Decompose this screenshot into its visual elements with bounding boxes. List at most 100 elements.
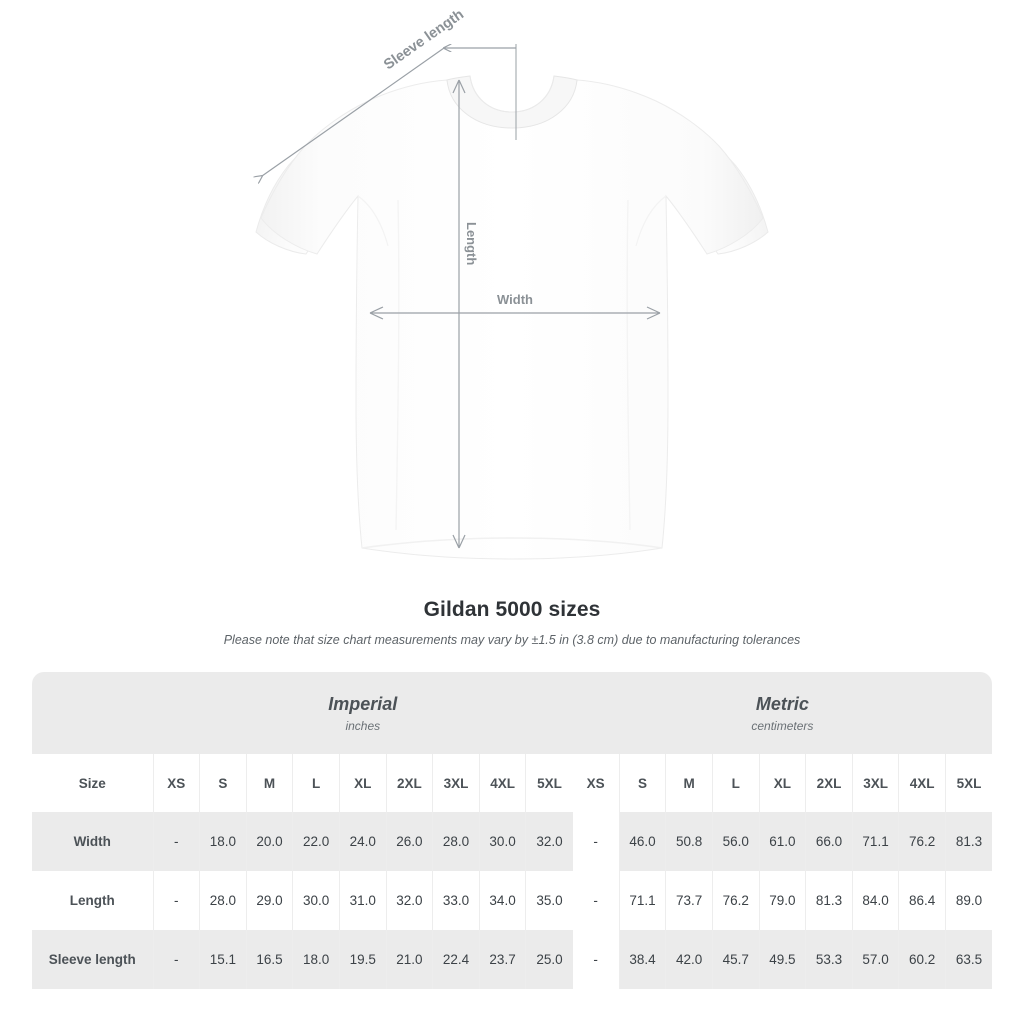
cell-sleeve-length-imperial-m: 16.5 [245, 930, 293, 989]
cell-width-metric-l: 56.0 [711, 812, 760, 871]
cell-width-metric-m: 50.8 [665, 812, 713, 871]
tshirt-measurement-diagram: Sleeve length Length Width [0, 7, 769, 560]
size-header-row: Size XS S M L XL 2XL 3XL 4XL 5XL XS S M L XL 2XL 3XL 4XL… [32, 754, 993, 812]
row-label-length: Length [32, 871, 153, 930]
size-header-metric-5xl: 5XL [944, 754, 993, 812]
unit-group-imperial: Imperial inches [153, 672, 573, 754]
table-head: Imperial inches Metric centimeters Size … [32, 672, 993, 812]
size-header-metric-3xl: 3XL [851, 754, 899, 812]
size-header-metric-4xl: 4XL [898, 754, 946, 812]
unit-group-metric: Metric centimeters [572, 672, 993, 754]
size-chart-table: Imperial inches Metric centimeters Size … [32, 672, 993, 989]
cell-length-metric-l: 76.2 [711, 871, 760, 930]
cell-width-metric-s: 46.0 [618, 812, 666, 871]
unit-group-row: Imperial inches Metric centimeters [32, 672, 993, 754]
cell-sleeve-length-metric-xs: - [572, 930, 620, 989]
sleeve-length-label: Sleeve length [381, 7, 467, 74]
cell-width-imperial-xs: - [152, 812, 200, 871]
unit-group-imperial-name: Imperial [328, 694, 398, 715]
size-header-imperial-3xl: 3XL [432, 754, 480, 812]
cell-sleeve-length-imperial-xl: 19.5 [338, 930, 387, 989]
sleeve-diagonal [262, 47, 445, 176]
cell-length-imperial-s: 28.0 [199, 871, 247, 930]
cell-sleeve-length-metric-m: 42.0 [665, 930, 713, 989]
cell-width-imperial-4xl: 30.0 [478, 812, 526, 871]
size-header-metric-xl: XL [758, 754, 806, 812]
cell-length-metric-m: 73.7 [665, 871, 713, 930]
cell-length-imperial-xl: 31.0 [338, 871, 387, 930]
size-header-metric-2xl: 2XL [805, 754, 853, 812]
size-header-imperial-2xl: 2XL [385, 754, 433, 812]
cell-length-imperial-l: 30.0 [292, 871, 340, 930]
cell-width-metric-4xl: 76.2 [898, 812, 946, 871]
page-title: Gildan 5000 sizes [423, 598, 601, 621]
cell-sleeve-length-imperial-4xl: 23.7 [478, 930, 526, 989]
cell-width-imperial-s: 18.0 [199, 812, 247, 871]
size-header-metric-xs: XS [572, 754, 620, 812]
cell-length-imperial-m: 29.0 [245, 871, 293, 930]
tolerance-note: Please note that size chart measurements… [223, 633, 801, 647]
size-header-imperial-4xl: 4XL [478, 754, 526, 812]
size-header-imperial-xs: XS [152, 754, 200, 812]
row-label-width: Width [32, 812, 153, 871]
table-row: Sleeve length -15.1 16.5 18.0 19.5 21.0 22.4 23… [32, 930, 993, 989]
cell-sleeve-length-imperial-s: 15.1 [199, 930, 247, 989]
unit-group-metric-sub: centimeters [751, 718, 814, 733]
cell-width-metric-2xl: 66.0 [805, 812, 853, 871]
cell-sleeve-length-imperial-2xl: 21.0 [385, 930, 433, 989]
cell-sleeve-length-imperial-l: 18.0 [292, 930, 340, 989]
cell-sleeve-length-imperial-5xl: 25.0 [525, 930, 573, 989]
size-header-imperial-xl: XL [338, 754, 387, 812]
cell-length-metric-xs: - [572, 871, 620, 930]
cell-width-imperial-5xl: 32.0 [525, 812, 573, 871]
table-row: Length -28.0 29.0 30.0 31.0 32.0 33.0 34.0 35.0-… [32, 871, 993, 930]
cell-width-metric-5xl: 81.3 [944, 812, 993, 871]
size-header-imperial-l: L [292, 754, 340, 812]
row-label-sleeve-length: Sleeve length [32, 930, 153, 989]
size-header-metric-m: M [665, 754, 713, 812]
cell-length-metric-2xl: 81.3 [805, 871, 853, 930]
cell-length-imperial-5xl: 35.0 [525, 871, 573, 930]
unit-group-imperial-sub: inches [345, 718, 381, 733]
cell-sleeve-length-metric-4xl: 60.2 [898, 930, 946, 989]
width-arrow-right [646, 306, 661, 320]
cell-length-imperial-4xl: 34.0 [478, 871, 526, 930]
cell-sleeve-length-metric-l: 45.7 [711, 930, 760, 989]
cell-width-imperial-l: 22.0 [292, 812, 340, 871]
size-header-metric-l: L [711, 754, 760, 812]
length-label: Length [464, 222, 479, 265]
unit-row-spacer-left [32, 672, 153, 754]
cell-width-metric-xs: - [572, 812, 620, 871]
cell-length-metric-s: 71.1 [618, 871, 666, 930]
cell-length-imperial-3xl: 33.0 [432, 871, 480, 930]
cell-length-imperial-2xl: 32.0 [385, 871, 433, 930]
title-block: Gildan 5000 sizes Please note that size … [0, 598, 1024, 647]
length-arrow-bottom [452, 534, 466, 549]
cell-sleeve-length-metric-xl: 49.5 [758, 930, 806, 989]
size-header-imperial-m: M [245, 754, 293, 812]
cell-length-metric-xl: 79.0 [758, 871, 806, 930]
cell-width-imperial-3xl: 28.0 [432, 812, 480, 871]
unit-group-metric-name: Metric [755, 694, 809, 715]
cell-sleeve-length-metric-5xl: 63.5 [944, 930, 993, 989]
cell-width-metric-xl: 61.0 [758, 812, 806, 871]
cell-sleeve-length-imperial-3xl: 22.4 [432, 930, 480, 989]
cell-length-imperial-xs: - [152, 871, 200, 930]
cell-width-imperial-m: 20.0 [245, 812, 293, 871]
cell-length-metric-5xl: 89.0 [944, 871, 993, 930]
cell-width-imperial-xl: 24.0 [338, 812, 387, 871]
dimension-lines [262, 44, 661, 549]
cell-sleeve-length-metric-3xl: 57.0 [851, 930, 899, 989]
cell-width-imperial-2xl: 26.0 [385, 812, 433, 871]
size-header-imperial-s: S [199, 754, 247, 812]
width-arrow-left [369, 306, 384, 320]
size-header-imperial-5xl: 5XL [525, 754, 573, 812]
cell-length-metric-4xl: 86.4 [898, 871, 946, 930]
tshirt-illustration [255, 75, 769, 560]
size-chart-table-wrapper: Imperial inches Metric centimeters Size … [32, 672, 993, 989]
table-row: Width -18.0 20.0 22.0 24.0 26.0 28.0 30.0 32.0-4… [32, 812, 993, 871]
table-body: Width -18.0 20.0 22.0 24.0 26.0 28.0 30.0 32.0-4… [32, 812, 993, 989]
size-header-metric-s: S [618, 754, 666, 812]
cell-sleeve-length-imperial-xs: - [152, 930, 200, 989]
